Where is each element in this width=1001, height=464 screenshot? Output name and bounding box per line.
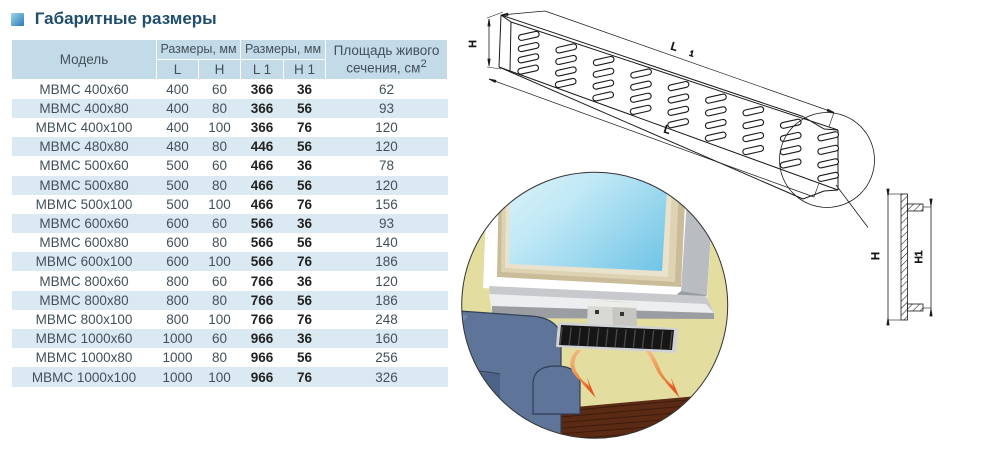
svg-text:L: L (669, 40, 678, 53)
svg-text:H: H (870, 252, 882, 260)
svg-text:H: H (467, 40, 479, 48)
svg-text:H1: H1 (914, 250, 925, 263)
svg-text:1: 1 (688, 49, 695, 59)
svg-text:L: L (662, 123, 671, 136)
